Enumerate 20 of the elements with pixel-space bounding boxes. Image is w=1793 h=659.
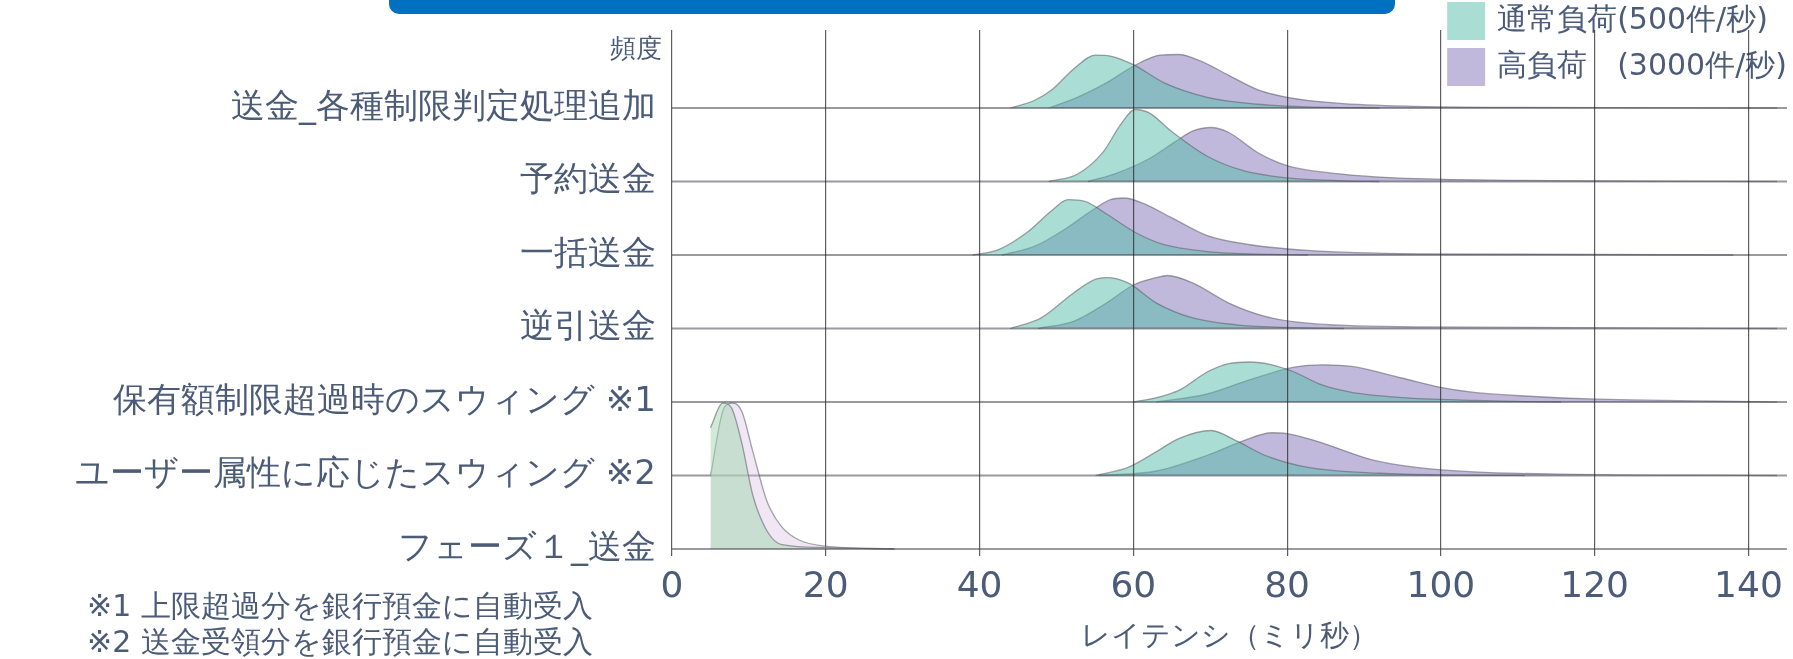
x-tick-label: 0 — [660, 563, 684, 605]
x-axis-title: レイテンシ（ミリ秒） — [1080, 618, 1378, 653]
y-axis-title: 保有額制限超過時のスウィング ※1 — [113, 378, 656, 419]
legend-label: 通常負荷(500件/秒) — [1497, 0, 1768, 36]
y-axis-title: ユーザー属性に応じたスウィング ※2 — [75, 452, 656, 493]
text: 頻度 — [610, 32, 662, 63]
text: ※2 送金受領分を銀行預金に自動受入 — [87, 623, 593, 659]
y-axis-title: 予約送金 — [520, 158, 656, 199]
x-tick-label: 100 — [1406, 563, 1476, 605]
x-tick-label: 120 — [1560, 563, 1630, 605]
x-tick-label: 20 — [802, 563, 849, 605]
y-axis-title: 送金_各種制限判定処理追加 — [231, 84, 656, 125]
text: ※1 上限超過分を銀行預金に自動受入 — [87, 587, 593, 623]
x-tick-label: 140 — [1714, 563, 1783, 605]
x-tick-label: 80 — [1264, 563, 1311, 605]
x-tick-label: 60 — [1110, 563, 1157, 605]
y-axis-title: 一括送金 — [520, 231, 656, 272]
y-axis-title: 逆引送金 — [520, 305, 656, 346]
y-axis-title: フェーズ１_送金 — [398, 525, 656, 566]
x-tick-label: 40 — [956, 563, 1003, 605]
